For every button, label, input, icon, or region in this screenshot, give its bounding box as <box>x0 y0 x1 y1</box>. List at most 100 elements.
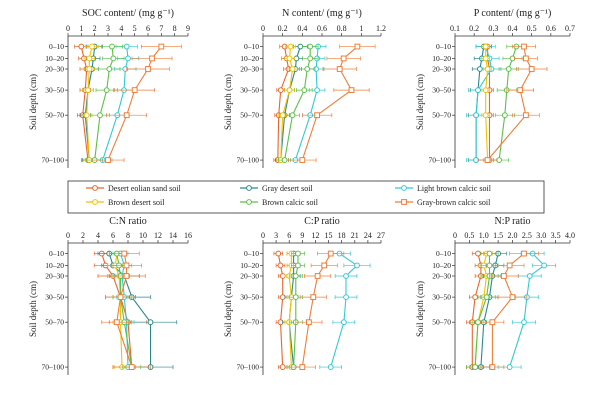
data-point <box>489 319 496 326</box>
y-tick-label: 0–10 <box>244 249 259 258</box>
series-line <box>301 253 332 368</box>
x-tick-label: 0 <box>453 231 457 240</box>
y-tick-label: 20–30 <box>240 272 259 281</box>
data-point <box>473 112 479 119</box>
data-point <box>304 66 311 72</box>
series-desert-eolian-sand-soil <box>74 43 96 163</box>
chart-panels: SOC content/ (mg g⁻¹)0 1 2 3 4 5 6 7 8 90–1010–20… <box>28 8 575 375</box>
y-tick-label: 30–50 <box>432 86 451 95</box>
series-line <box>277 253 284 368</box>
series-brown-calcic-soil <box>466 250 499 370</box>
data-point <box>314 112 320 119</box>
series-line <box>294 46 319 161</box>
y-tick-label: 70–100 <box>42 156 65 165</box>
data-point <box>279 364 286 370</box>
data-point <box>279 294 286 301</box>
series-light-brown-calcic-soil <box>92 43 140 163</box>
series-line <box>288 253 292 368</box>
y-tick-label: 10–20 <box>240 261 259 270</box>
data-point <box>106 66 113 72</box>
x-tick-label: 0.3 <box>488 24 498 33</box>
x-tick-label: 2.5 <box>522 231 532 240</box>
data-point <box>83 112 90 119</box>
series-light-brown-calcic-soil <box>319 250 371 370</box>
series-line <box>284 46 311 161</box>
y-axis-title: Soil depth (cm) <box>223 74 233 130</box>
data-point <box>505 66 512 72</box>
y-tick-label: 0–10 <box>49 42 64 51</box>
x-tick-label: 2.0 <box>508 231 518 240</box>
x-tick-label: 12 <box>311 231 319 240</box>
data-point <box>489 364 496 370</box>
legend-items: Desert eolian sand soil Gray desert soil L… <box>86 184 492 207</box>
legend-label: Desert eolian sand soil <box>108 184 181 193</box>
data-point <box>314 273 321 279</box>
data-point <box>123 43 130 50</box>
legend-marker <box>92 185 98 191</box>
panel-title: C:N ratio <box>109 216 147 227</box>
y-tick-label: 20–30 <box>240 65 259 74</box>
data-point <box>521 319 527 326</box>
data-point <box>327 364 334 370</box>
data-point <box>482 43 489 50</box>
series-gray-brown-calcic-soil <box>91 43 182 163</box>
data-point <box>301 87 308 94</box>
x-tick-label: 0.8 <box>337 24 347 33</box>
data-point <box>128 364 135 370</box>
x-tick-label: 0.4 <box>297 24 307 33</box>
legend-item-brown-calcic-soil: Brown calcic soil <box>240 198 319 207</box>
y-tick-label: 30–50 <box>240 293 259 302</box>
data-point <box>336 66 343 72</box>
x-tick-label: 9 <box>186 24 190 33</box>
data-point <box>506 262 513 269</box>
x-tick-label: 7 <box>159 24 163 33</box>
x-tick-label: 3 <box>106 24 110 33</box>
data-point <box>475 250 481 257</box>
data-point <box>295 262 301 269</box>
data-point <box>149 55 155 62</box>
data-point <box>286 55 293 62</box>
legend-marker <box>92 199 98 205</box>
series-brown-calcic-soil <box>86 43 125 163</box>
x-tick-label: 8 <box>126 231 130 240</box>
y-tick-label: 0–10 <box>244 42 259 51</box>
y-tick-label: 70–100 <box>237 156 260 165</box>
panel-title: SOC content/ (mg g⁻¹) <box>82 8 174 19</box>
y-tick-label: 20–30 <box>45 272 64 281</box>
x-tick-label: 4.0 <box>565 231 575 240</box>
x-tick-label: 0.5 <box>464 231 474 240</box>
legend-item-gray-desert-soil: Gray desert soil <box>240 184 313 193</box>
data-point <box>523 55 529 62</box>
data-point <box>354 43 361 50</box>
data-point <box>86 55 93 62</box>
x-tick-label: 0.1 <box>450 24 460 33</box>
x-tick-label: 6 <box>146 24 150 33</box>
series-desert-eolian-sand-soil <box>273 250 288 370</box>
series-line <box>491 253 525 368</box>
series-gray-brown-calcic-soil <box>480 250 539 370</box>
data-point <box>482 112 489 119</box>
data-point <box>121 250 128 257</box>
y-axis-title: Soil depth (cm) <box>28 281 38 337</box>
data-point <box>97 112 103 119</box>
data-point <box>500 273 507 279</box>
data-point <box>343 273 349 279</box>
x-tick-label: 0 <box>261 231 265 240</box>
series-line <box>485 46 489 161</box>
data-point <box>145 66 151 72</box>
y-tick-label: 30–50 <box>432 293 451 302</box>
data-point <box>348 87 355 94</box>
data-point <box>103 87 110 94</box>
x-tick-label: 0.6 <box>546 24 556 33</box>
data-point <box>506 364 513 370</box>
data-point <box>299 157 306 163</box>
data-point <box>78 43 85 50</box>
data-point <box>475 87 481 94</box>
data-point <box>117 294 124 301</box>
series-gray-brown-calcic-soil <box>101 250 151 370</box>
x-tick-label: 9 <box>300 231 304 240</box>
data-point <box>509 294 516 301</box>
y-axis-title: Soil depth (cm) <box>223 281 233 337</box>
data-point <box>314 87 320 94</box>
y-tick-label: 10–20 <box>45 261 64 270</box>
